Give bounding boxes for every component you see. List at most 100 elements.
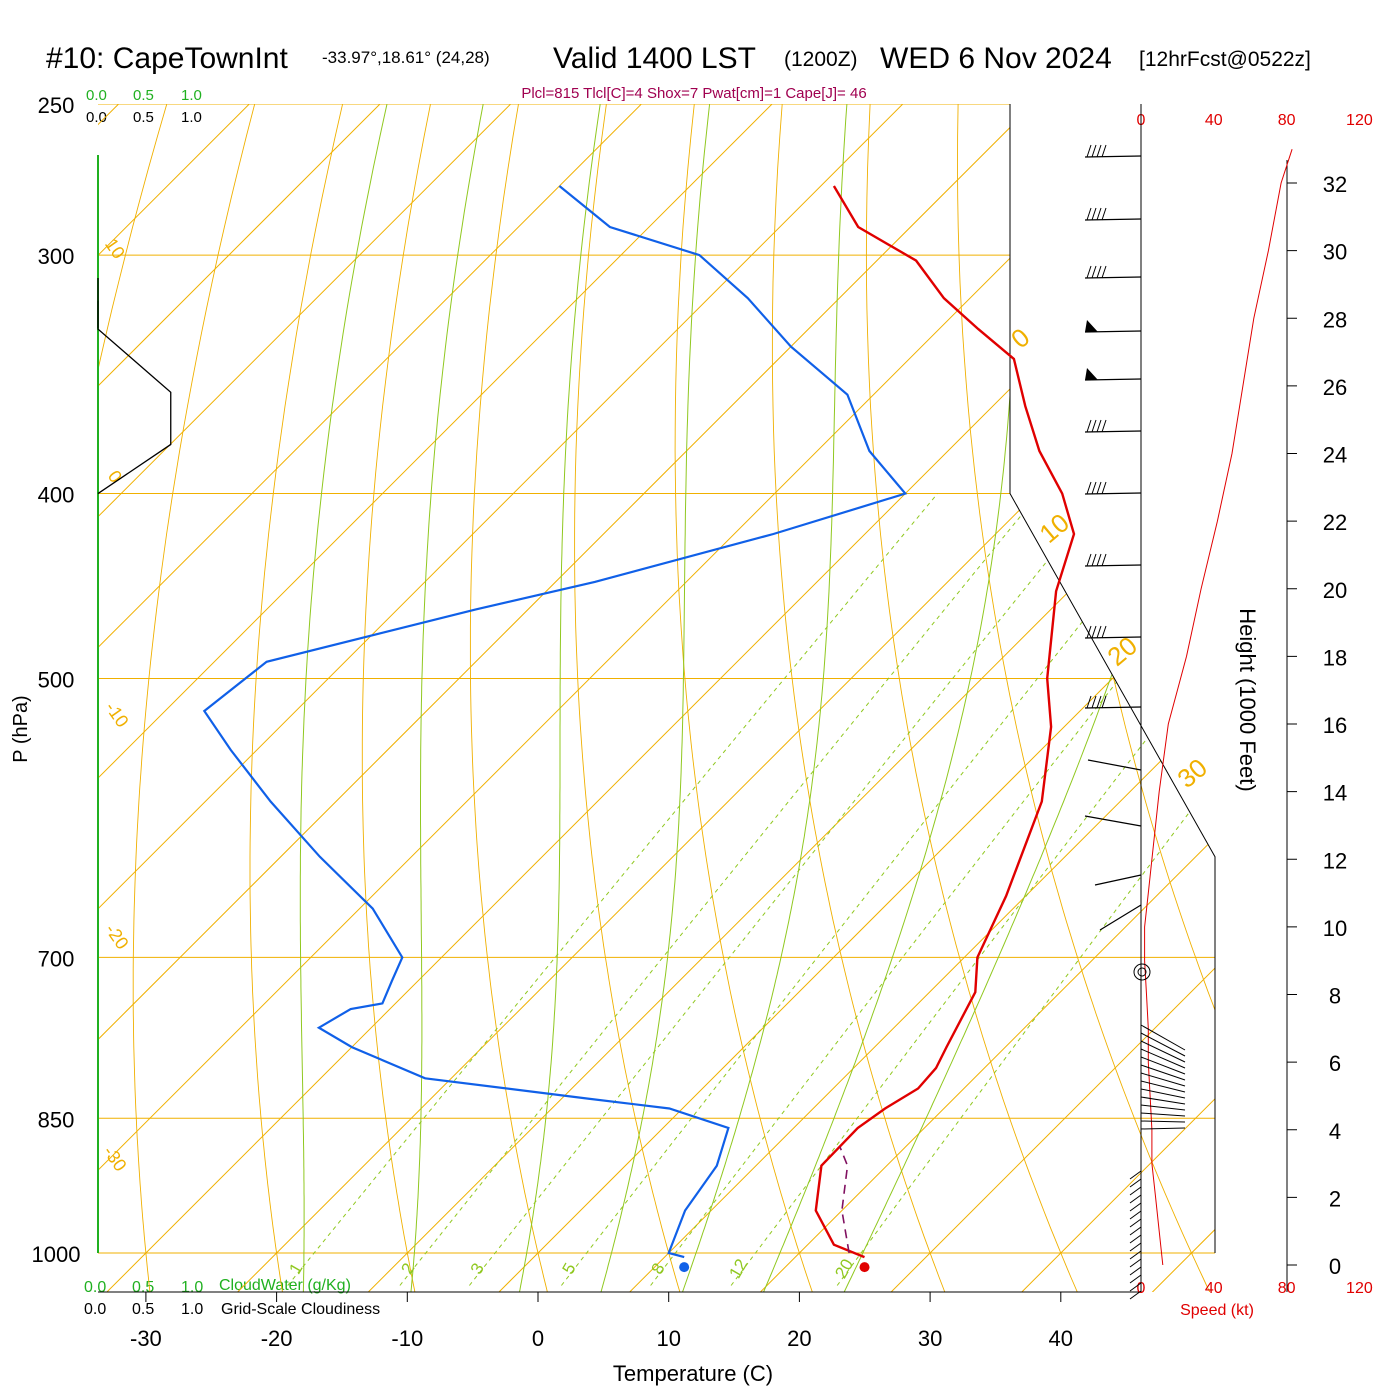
isotherm-line	[850, 104, 1215, 1292]
dewpoint-profile	[202, 185, 908, 1259]
height-tick-label: 14	[1323, 781, 1347, 806]
wind-barb-feather	[1096, 265, 1102, 279]
wind-barb-staff	[1084, 706, 1142, 709]
wind-barb-feather	[1096, 144, 1102, 158]
wind-barb-feather	[1101, 265, 1107, 279]
temperature-profile	[814, 185, 1076, 1259]
cloudiness-tick-top-2: 1.0	[181, 109, 202, 126]
wind-barb-feather	[1086, 419, 1092, 433]
height-tick-label: 8	[1329, 984, 1341, 1009]
wind-barb-staff	[1084, 636, 1142, 639]
wind-barb-feather	[1091, 207, 1097, 221]
wind-barb-feather	[1091, 625, 1097, 639]
height-tick-label: 24	[1323, 443, 1347, 468]
wind-barb-feather	[1101, 553, 1107, 567]
mixing-ratio-line	[836, 493, 1215, 1286]
wind-barb-staff	[1140, 1104, 1186, 1111]
parcel-path	[839, 1146, 850, 1254]
pressure-tick-label: 700	[38, 946, 75, 971]
isotherm-line	[98, 104, 1215, 1292]
x-tick-label: 10	[656, 1326, 680, 1351]
wind-barb-feather	[1101, 481, 1107, 495]
height-tick-label: 2	[1329, 1186, 1341, 1211]
cloudiness-axis-top: 0.0 0.5 1.0	[86, 109, 202, 126]
wind-barb-staff	[1140, 1127, 1186, 1130]
pressure-tick-label: 850	[38, 1107, 75, 1132]
height-tick-label: 0	[1329, 1254, 1341, 1279]
wind-barb-staff	[1140, 1048, 1186, 1069]
wind-barb-feather	[1091, 419, 1097, 433]
wind-barb-staff	[1140, 1080, 1186, 1093]
wind-barb-feather	[1096, 419, 1102, 433]
dry-adiabat-line	[132, 104, 265, 1292]
plot-boundary	[1009, 104, 1216, 1253]
wind-barb-feather	[1091, 553, 1097, 567]
dry-adiabat-line	[1045, 104, 1215, 1292]
cloudwater-label: CloudWater (g/Kg)	[219, 1277, 351, 1294]
height-tick-label: 4	[1329, 1119, 1341, 1144]
isotherm-line	[98, 104, 174, 1292]
mixing-ratio-label: 2	[397, 1260, 418, 1278]
cloudiness-profile	[97, 300, 172, 495]
wind-barb-pennant	[1085, 320, 1098, 332]
isotherm-line	[98, 104, 566, 1292]
wind-barb-staff	[1129, 1218, 1142, 1228]
wind-barb-staff	[1084, 564, 1142, 567]
dry-adiabat-line	[771, 104, 962, 1292]
mixing-ratio-label: 3	[467, 1260, 488, 1278]
moist-adiabat-line	[824, 104, 1215, 1292]
height-tick-label: 10	[1323, 916, 1347, 941]
cloudwater-axis-top: 0.0 0.5 1.0	[86, 87, 202, 104]
moist-adiabat-line	[589, 104, 711, 1292]
wind-barb-feather	[1086, 265, 1092, 279]
x-tick-label: 0	[532, 1326, 544, 1351]
dry-adiabat-line	[469, 104, 559, 1292]
height-tick-label: 18	[1323, 645, 1347, 670]
moist-adiabat-line	[667, 104, 848, 1292]
dry-adiabat-line	[361, 104, 438, 1292]
cloudiness-tick-bottom-0: 0.0	[84, 1301, 106, 1318]
calm-wind-circle	[1133, 963, 1151, 981]
wind-barb-feather	[1101, 695, 1107, 709]
speed-tick-top: 120	[1346, 112, 1373, 129]
height-tick-label: 32	[1323, 172, 1347, 197]
cloudiness-tick-bottom-1: 0.5	[132, 1301, 154, 1318]
cloudwater-tick-bottom-2: 1.0	[181, 1279, 203, 1296]
wind-barb-staff	[1140, 1112, 1186, 1117]
mixing-ratio-label: 8	[648, 1260, 669, 1278]
mixing-ratio-label: 20	[831, 1256, 857, 1282]
wind-and-height-panel: 0246810121416182022242628303200404080801…	[1084, 104, 1373, 1300]
isotherm-line	[197, 104, 1215, 1292]
wind-barb-staff	[1084, 815, 1142, 827]
wind-barb-feather	[1091, 265, 1097, 279]
x-tick-label: 40	[1049, 1326, 1073, 1351]
wind-barb-feather	[1086, 144, 1092, 158]
wind-barb-feather	[1096, 481, 1102, 495]
x-tick-label: -20	[261, 1326, 293, 1351]
y-axis-label: P (hPa)	[10, 695, 32, 762]
isotherm-line	[98, 104, 1215, 1292]
height-tick-label: 6	[1329, 1051, 1341, 1076]
wind-barb-staff	[1129, 1170, 1142, 1180]
wind-barb-feather	[1086, 481, 1092, 495]
dry-adiabat-line	[574, 104, 693, 1292]
wind-barb-feather	[1086, 625, 1092, 639]
wind-barb-feather	[1096, 625, 1102, 639]
wind-barb-staff	[1084, 276, 1142, 279]
wind-barb-feather	[1096, 553, 1102, 567]
height-tick-label: 30	[1323, 240, 1347, 265]
pressure-tick-label: 250	[38, 93, 75, 118]
wind-barb-staff	[1129, 1194, 1142, 1204]
x-tick-label: -10	[391, 1326, 423, 1351]
wind-barb-feather	[1086, 695, 1092, 709]
x-tick-label: -30	[130, 1326, 162, 1351]
wind-barb-feather	[1101, 207, 1107, 221]
station-coords: -33.97°,18.61° (24,28)	[322, 48, 490, 67]
wind-barb-feather	[1096, 695, 1102, 709]
cloudwater-tick-bottom-1: 0.5	[132, 1279, 154, 1296]
x-tick-label: 30	[918, 1326, 942, 1351]
isotherm-line	[589, 104, 1215, 1292]
moist-adiabat-line	[406, 104, 484, 1292]
wind-barb-staff	[1084, 155, 1142, 158]
